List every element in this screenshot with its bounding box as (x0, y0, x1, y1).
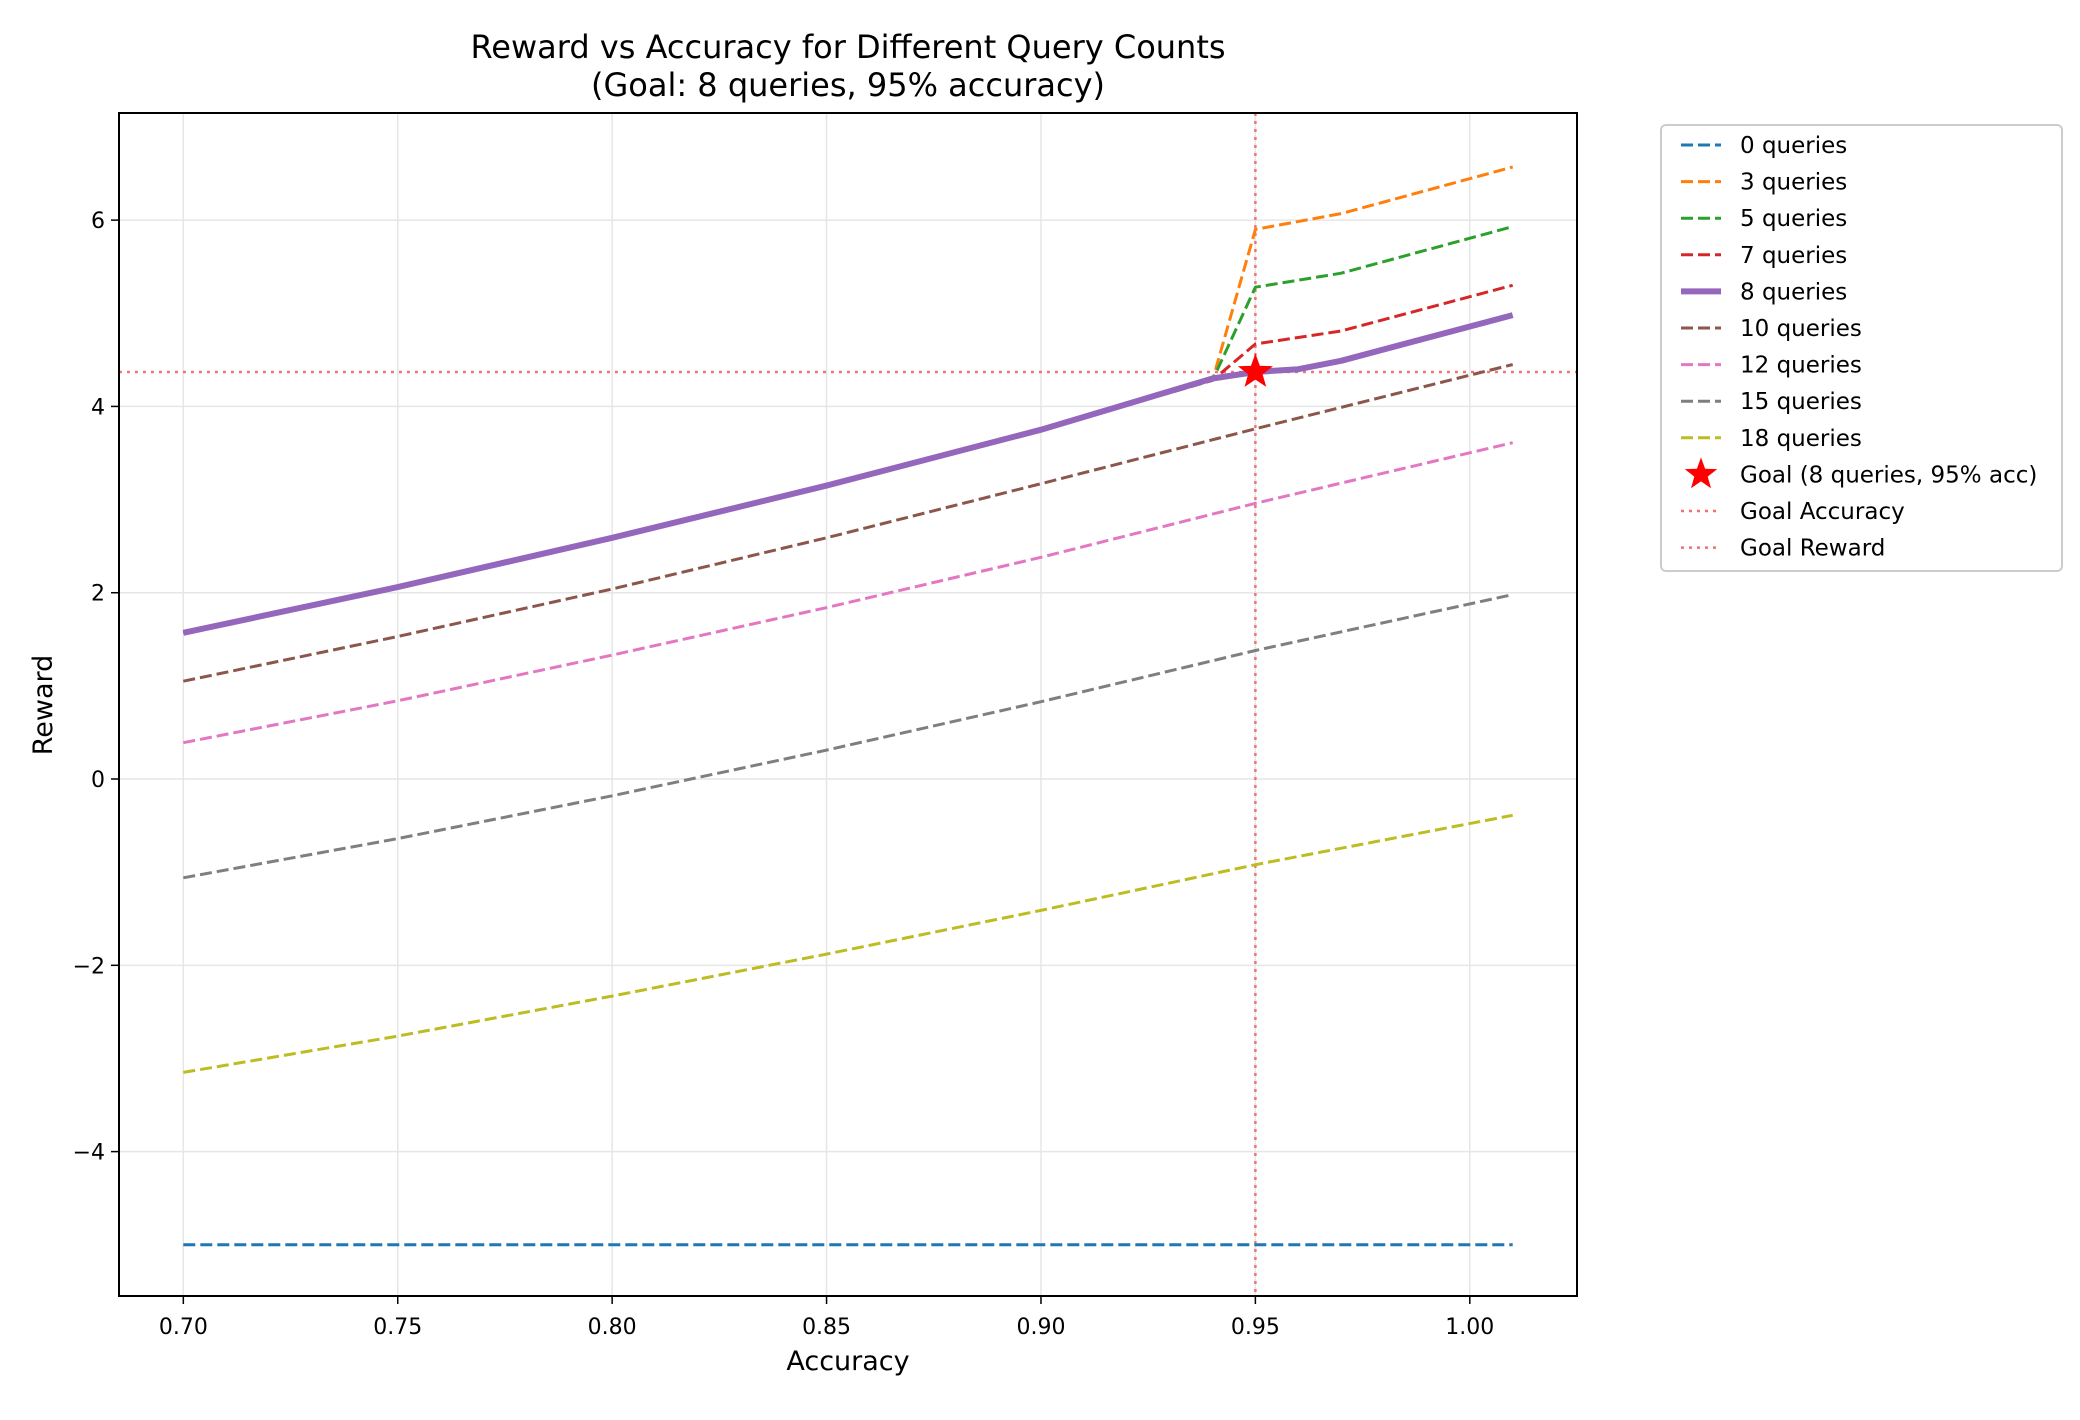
legend-label-15-queries: 15 queries (1740, 389, 1862, 415)
legend-label-10-queries: 10 queries (1740, 316, 1862, 342)
series-line-8-queries (182, 312, 1514, 636)
legend-label-18-queries: 18 queries (1740, 426, 1862, 452)
plot-frame (118, 112, 1578, 1297)
y-axis-ticks: −4 −2 0 2 4 6 (73, 209, 119, 1166)
y-tick-label: 4 (91, 395, 105, 420)
x-tick-label: 0.85 (802, 1315, 851, 1340)
legend-label-7-queries: 7 queries (1740, 243, 1847, 269)
legend-label-goal-accuracy: Goal Accuracy (1740, 499, 1905, 525)
reference-lines (119, 113, 1577, 1296)
y-tick-label: 2 (91, 582, 105, 607)
y-tick-label: 6 (91, 209, 105, 234)
y-axis-label: Reward (28, 655, 59, 756)
x-tick-label: 1.00 (1445, 1315, 1494, 1340)
series-line-18-queries (183, 813, 1513, 1074)
legend-label-3-queries: 3 queries (1740, 170, 1847, 196)
legend-frame (1660, 124, 2063, 572)
x-tick-label: 0.80 (588, 1315, 637, 1340)
series-group (182, 165, 1514, 1247)
goal-marker-group (1237, 353, 1274, 387)
chart-subtitle: (Goal: 8 queries, 95% accuracy) (591, 66, 1105, 104)
legend-label-goal-reward: Goal Reward (1740, 536, 1885, 562)
series-line-12-queries (183, 441, 1514, 745)
legend-label-goal: Goal (8 queries, 95% acc) (1740, 462, 2037, 488)
x-axis-ticks: 0.70 0.75 0.80 0.85 0.90 0.95 1.00 (159, 1296, 1494, 1340)
x-tick-label: 0.70 (159, 1315, 208, 1340)
x-tick-label: 0.90 (1016, 1315, 1065, 1340)
goal-star-marker (1237, 353, 1274, 387)
legend-label-0-queries: 0 queries (1740, 133, 1847, 159)
legend-label-8-queries: 8 queries (1740, 279, 1847, 305)
legend: 0 queries 3 queries 5 queries 7 queries 8 qu… (1660, 124, 2063, 572)
legend-swatch-goal-star (1684, 457, 1718, 489)
series-line-10-queries (182, 363, 1514, 683)
series-line-7-queries (182, 283, 1514, 635)
legend-label-12-queries: 12 queries (1740, 353, 1862, 379)
series-line-3-queries (182, 165, 1514, 635)
grid (119, 113, 1577, 1296)
series-line-5-queries (182, 225, 1514, 635)
x-axis-label: Accuracy (786, 1346, 909, 1377)
y-tick-label: −2 (73, 954, 105, 979)
y-tick-label: −4 (73, 1141, 105, 1166)
x-tick-label: 0.95 (1231, 1315, 1280, 1340)
x-tick-label: 0.75 (373, 1315, 422, 1340)
series-line-15-queries (183, 593, 1514, 880)
chart-title: Reward vs Accuracy for Different Query C… (470, 28, 1225, 66)
legend-label-5-queries: 5 queries (1740, 206, 1847, 232)
y-tick-label: 0 (91, 768, 105, 793)
